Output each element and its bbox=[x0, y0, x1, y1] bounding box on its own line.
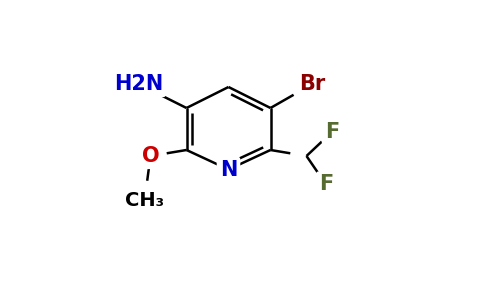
Text: Br: Br bbox=[300, 74, 326, 94]
Text: N: N bbox=[220, 160, 237, 179]
Text: H2N: H2N bbox=[114, 74, 163, 94]
Text: O: O bbox=[142, 146, 159, 166]
Text: F: F bbox=[319, 175, 333, 194]
Text: CH₃: CH₃ bbox=[125, 191, 164, 211]
Text: F: F bbox=[325, 122, 339, 142]
